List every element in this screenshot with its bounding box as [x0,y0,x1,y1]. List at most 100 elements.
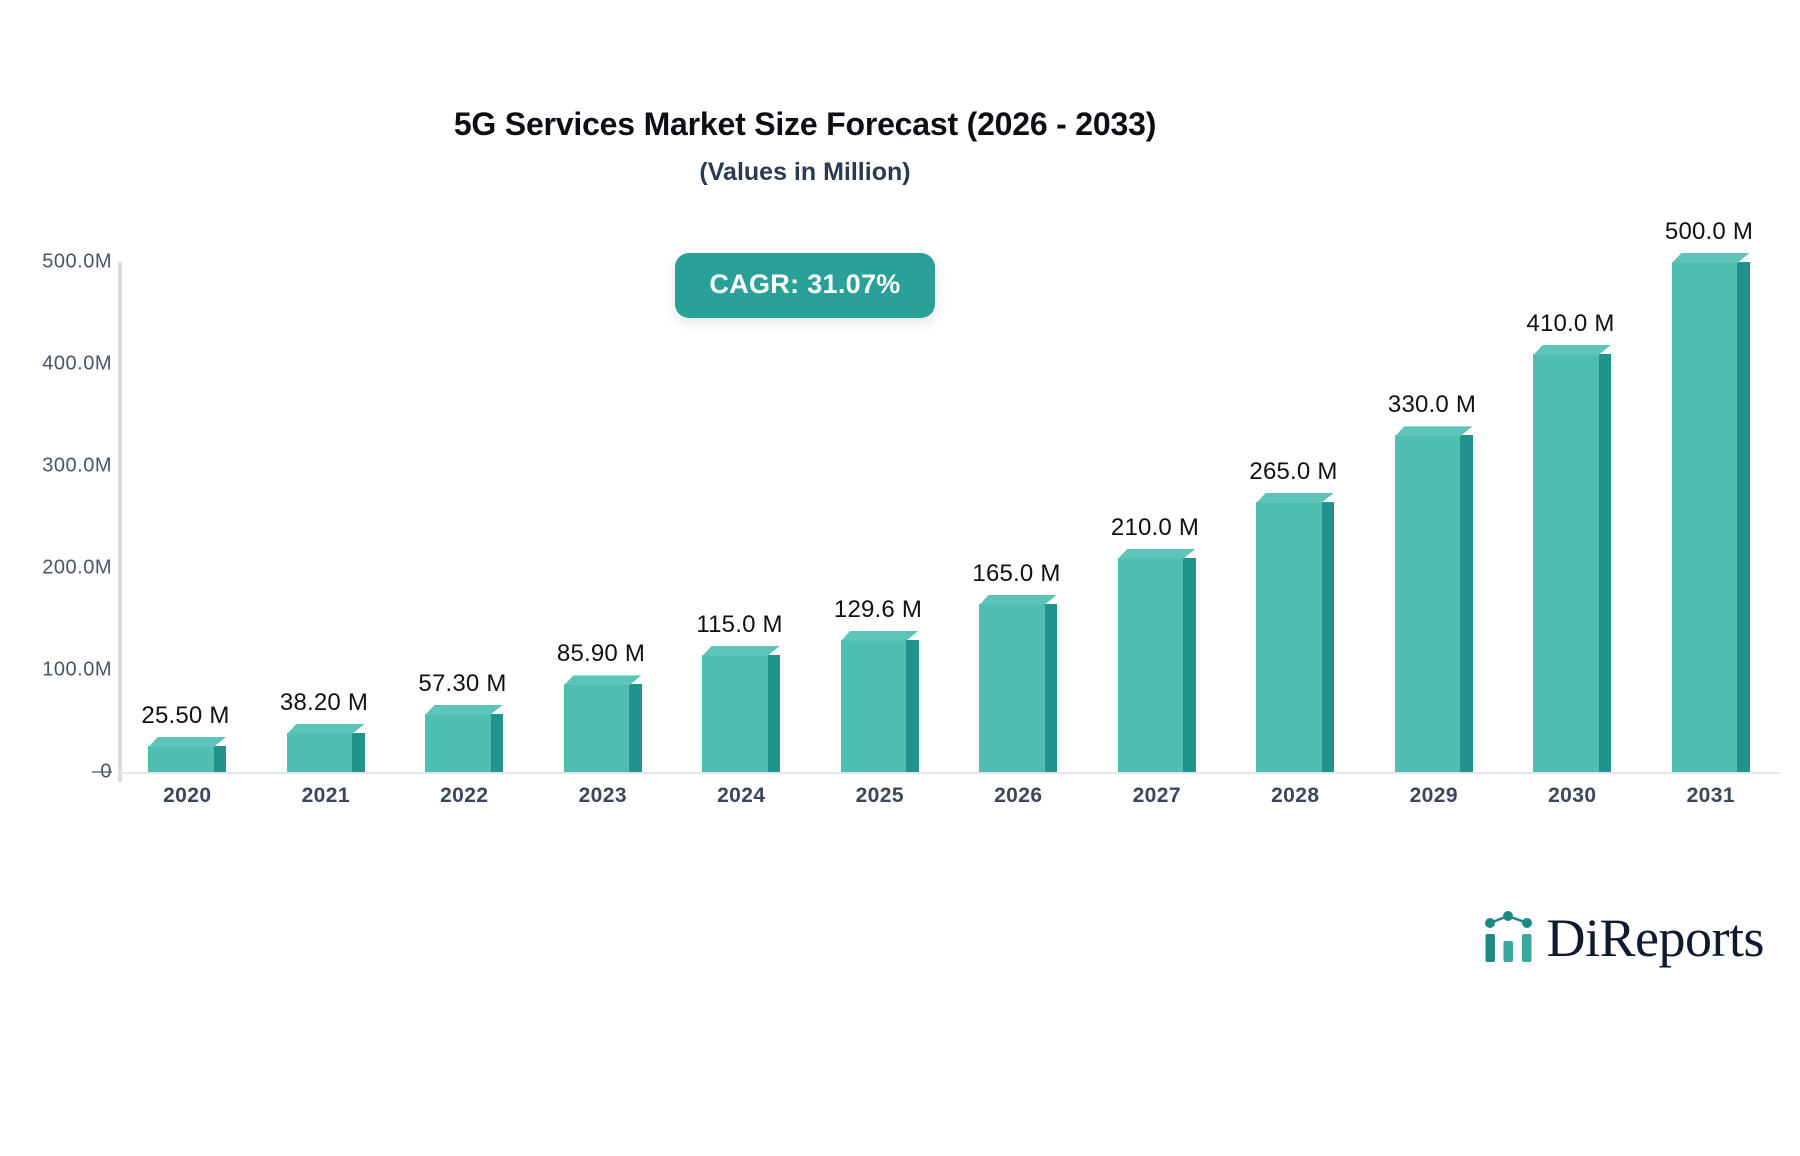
bar-value-label: 265.0 M [1249,457,1338,485]
bar-value-label: 57.30 M [418,669,507,697]
bar: 57.30 M [418,670,506,772]
bar-front-face [148,746,214,772]
bar-column: 330.0 M [1388,250,1476,772]
bar-top-face [1394,426,1473,437]
y-axis-tick-label: 0 [100,760,112,783]
bar-front-face [1394,435,1461,772]
bar-side-face [767,654,781,772]
bar-top-face [702,645,781,656]
bar-column: 210.0 M [1111,250,1199,772]
bar-top-face [148,737,227,747]
bar-side-face [1321,501,1335,772]
x-axis-tick-label: 2020 [163,784,212,807]
bar: 265.0 M [1249,458,1337,772]
x-axis-tick-label: 2024 [717,784,766,807]
bar: 500.0 M [1665,218,1753,772]
bar-top-face [979,594,1058,605]
bar-side-face [629,684,642,772]
bar-value-label: 38.20 M [279,689,369,717]
bar-top-face [1671,253,1750,263]
bar-value-label: 115.0 M [696,610,783,638]
bar-value-label: 165.0 M [972,559,1061,587]
bar-column: 57.30 M [418,250,506,772]
bar-series: 25.50 M 38.20 M 57.30 M 85.90 M 115.0 M 129.6… [118,218,1780,772]
bar-value-label: 210.0 M [1110,513,1200,541]
bar-front-face [979,603,1045,772]
bar-chart-icon [1484,911,1532,962]
y-axis-tick-label: 300.0M [42,454,112,477]
bar-value-label: 25.50 M [141,702,230,729]
y-axis-tick-label: 200.0M [42,556,112,579]
y-axis-zero-tick [92,771,112,773]
bar-value-label: 500.0 M [1664,218,1754,245]
bar-top-face [1117,548,1196,559]
bar: 25.50 M [141,702,229,772]
bar-top-face [1533,344,1612,355]
bar-front-face [1117,557,1184,772]
bar: 85.90 M [557,640,645,772]
direports-logo: DiReports [1481,908,1765,968]
bar-column: 129.6 M [834,250,922,772]
bar-column: 38.20 M [280,250,368,772]
bar-side-face [490,713,504,772]
x-axis-tick-label: 2030 [1548,784,1597,807]
bar-column: 25.50 M [141,250,229,772]
bar-front-face [563,684,630,772]
y-axis-line [118,262,122,782]
logo-text: DiReports [1546,908,1765,968]
x-axis-tick-label: 2031 [1686,784,1735,807]
bar-front-face [1671,262,1738,772]
bar-front-face [702,654,768,772]
x-axis-tick-label: 2021 [301,784,350,807]
bar-side-face [352,733,365,772]
bar-top-face [425,704,504,715]
x-axis-tick-label: 2025 [855,784,904,807]
x-axis-tick-label: 2029 [1409,784,1458,807]
bar: 38.20 M [280,689,368,772]
x-axis-tick-label: 2027 [1132,784,1181,807]
x-axis-tick-label: 2023 [578,784,627,807]
bar-side-face [906,639,919,772]
x-axis-tick-label: 2022 [440,784,489,807]
bar-column: 115.0 M [696,250,782,772]
x-axis-line [118,772,1780,774]
x-axis-tick-label: 2028 [1271,784,1320,807]
plot-area: 0 100.0M 200.0M 300.0M 400.0M 500.0M 25.50 M 3… [0,218,1800,900]
bar-column: 85.90 M [557,250,645,772]
y-axis-tick-label: 400.0M [42,352,112,375]
chart-subtitle: (Values in Million) [699,158,911,186]
chart-title: 5G Services Market Size Forecast (2026 -… [453,106,1157,142]
bar-side-face [213,746,227,772]
bar-value-label: 129.6 M [833,595,923,623]
y-axis-tick-label: 500.0M [42,250,112,273]
bar-side-face [1737,262,1750,772]
bar-top-face [1256,492,1335,503]
bar: 129.6 M [834,596,922,772]
bar-value-label: 85.90 M [556,640,646,668]
bar: 115.0 M [696,611,782,772]
bar-front-face [840,639,907,772]
bar-value-label: 410.0 M [1526,309,1615,337]
bar-top-face [563,675,642,686]
cagr-badge-container: CAGR: 31.07% [0,253,1610,318]
y-axis-tick-label: 100.0M [42,658,112,681]
bar-side-face [1183,557,1196,772]
bar-front-face [1256,501,1322,772]
bar: 410.0 M [1526,310,1614,772]
x-axis-tick-label: 2026 [994,784,1043,807]
bar-front-face [425,713,491,772]
title-block: 5G Services Market Size Forecast (2026 -… [0,104,1610,187]
bar-side-face [1044,603,1058,772]
bar-value-label: 330.0 M [1387,391,1477,419]
bar-column: 500.0 M [1665,218,1753,772]
bar-front-face [286,733,353,772]
bar: 210.0 M [1111,514,1199,772]
bar-column: 165.0 M [972,250,1060,772]
bar-column: 265.0 M [1249,250,1337,772]
bar-side-face [1598,353,1612,772]
cagr-badge: CAGR: 31.07% [675,253,935,318]
bar-front-face [1533,353,1599,772]
bar-top-face [840,630,919,641]
bar-side-face [1460,435,1473,772]
